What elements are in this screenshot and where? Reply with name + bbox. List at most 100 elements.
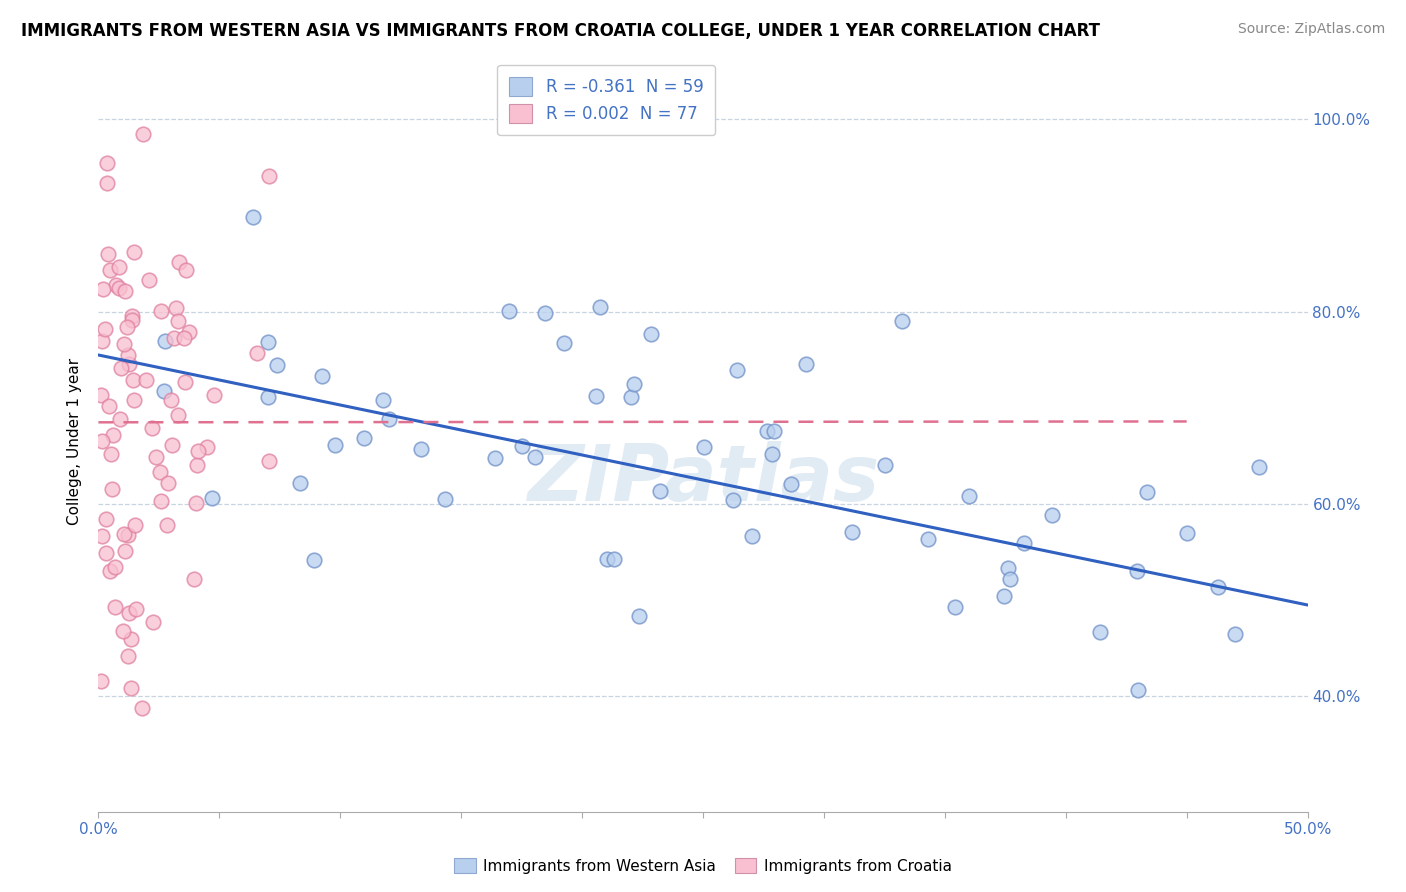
Point (153, 384, 176, 398)
Point (1208, 580, 1230, 594)
Point (157, 475, 180, 490)
Point (108, 411, 131, 425)
Text: IMMIGRANTS FROM WESTERN ASIA VS IMMIGRANTS FROM CROATIA COLLEGE, UNDER 1 YEAR CO: IMMIGRANTS FROM WESTERN ASIA VS IMMIGRAN… (21, 22, 1099, 40)
Point (302, 553, 325, 567)
Point (201, 491, 224, 505)
Point (257, 390, 280, 404)
Point (602, 551, 624, 566)
Point (120, 681, 142, 695)
Point (780, 477, 803, 491)
Point (957, 489, 980, 503)
Point (112, 624, 135, 638)
Point (650, 483, 672, 498)
Point (1175, 526, 1198, 541)
Point (104, 278, 127, 293)
Point (998, 573, 1021, 587)
Point (311, 368, 333, 383)
Point (524, 450, 547, 465)
Point (993, 589, 1015, 603)
Point (150, 494, 173, 508)
Point (167, 255, 190, 269)
Point (110, 361, 132, 376)
Point (118, 606, 141, 620)
Point (174, 262, 197, 277)
Point (94, 546, 117, 560)
Point (91, 282, 114, 296)
Legend: Immigrants from Western Asia, Immigrants from Croatia: Immigrants from Western Asia, Immigrants… (449, 852, 957, 880)
Point (761, 446, 783, 460)
Point (108, 260, 131, 274)
Point (107, 281, 129, 295)
Point (741, 529, 763, 543)
Point (94, 322, 117, 336)
Point (96, 512, 118, 526)
Point (187, 444, 209, 458)
Point (124, 517, 146, 532)
Point (142, 615, 165, 630)
Point (96, 247, 118, 261)
Point (1249, 459, 1271, 474)
Point (628, 608, 651, 623)
Text: Source: ZipAtlas.com: Source: ZipAtlas.com (1237, 22, 1385, 37)
Point (1223, 627, 1246, 641)
Point (155, 334, 177, 348)
Point (266, 358, 288, 372)
Point (997, 561, 1019, 575)
Point (90, 673, 112, 688)
Point (873, 458, 896, 473)
Point (620, 390, 643, 404)
Point (433, 491, 456, 506)
Point (1135, 484, 1157, 499)
Point (1128, 683, 1150, 698)
Point (166, 409, 188, 423)
Point (167, 313, 190, 327)
Point (165, 301, 187, 315)
Point (553, 336, 575, 351)
Point (117, 528, 139, 542)
Point (325, 437, 347, 451)
Point (943, 600, 966, 615)
Point (498, 303, 520, 318)
Point (160, 393, 183, 408)
Point (246, 346, 269, 360)
Point (725, 363, 748, 377)
Point (138, 273, 160, 287)
Point (195, 440, 218, 454)
Point (585, 389, 607, 403)
Point (101, 427, 124, 442)
Point (90, 434, 112, 448)
Point (98, 565, 121, 579)
Point (149, 465, 172, 479)
Point (623, 376, 645, 391)
Point (186, 458, 208, 472)
Point (131, 700, 153, 714)
Point (121, 373, 143, 387)
Point (150, 304, 173, 318)
Point (156, 518, 179, 533)
Point (762, 424, 785, 438)
Point (174, 376, 197, 390)
Point (756, 424, 779, 438)
Point (125, 602, 148, 616)
Point (1126, 565, 1149, 579)
Point (202, 388, 225, 402)
Point (163, 331, 186, 345)
Point (91, 529, 114, 543)
Point (183, 572, 205, 586)
Point (353, 431, 375, 445)
Point (589, 300, 612, 314)
Point (640, 327, 662, 342)
Point (373, 393, 395, 408)
Point (917, 532, 939, 546)
Point (124, 244, 146, 259)
Point (91, 334, 114, 348)
Point (596, 551, 619, 566)
Point (122, 392, 145, 407)
Point (112, 336, 135, 351)
Point (114, 544, 136, 558)
Point (693, 440, 716, 454)
Point (1040, 508, 1063, 522)
Point (184, 496, 207, 510)
Point (145, 450, 167, 465)
Point (118, 357, 141, 371)
